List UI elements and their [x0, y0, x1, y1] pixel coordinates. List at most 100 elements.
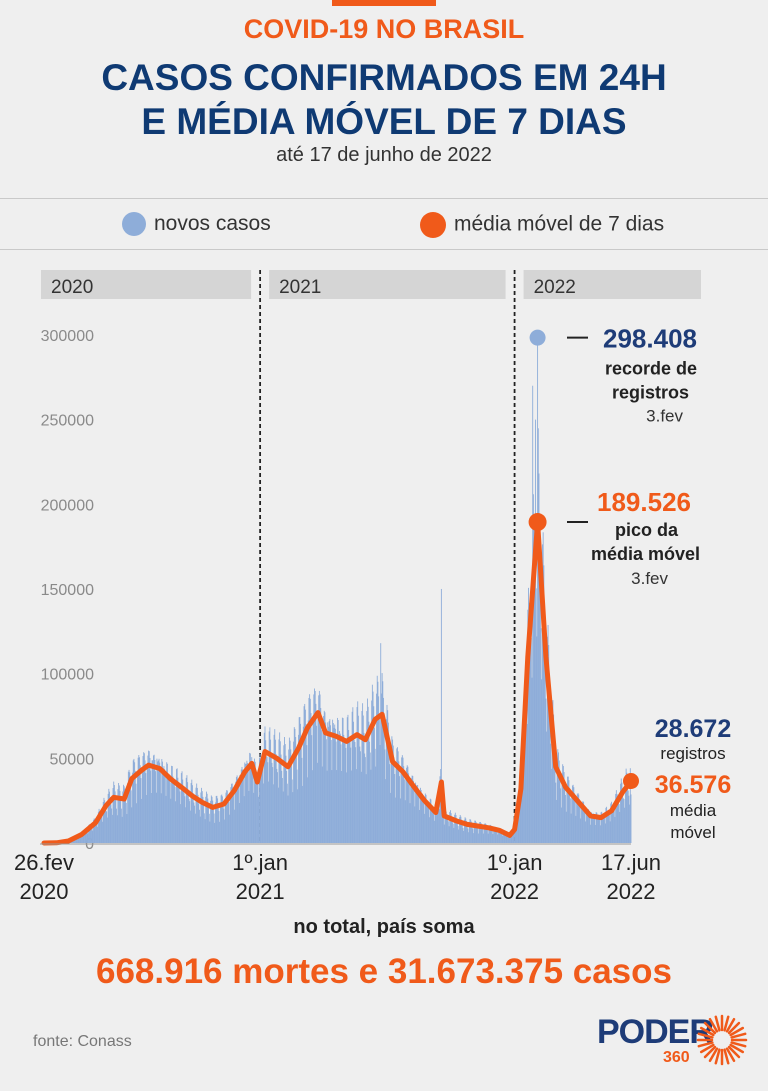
novos-casos-bar [285, 755, 287, 843]
novos-casos-bar [372, 691, 374, 843]
novos-casos-bar [415, 785, 417, 843]
x-tick-label: 1º.jan [232, 850, 288, 875]
novos-casos-bar [284, 744, 286, 843]
novos-casos-bar [562, 764, 564, 843]
novos-casos-bar [560, 788, 562, 843]
novos-casos-bar [496, 830, 498, 843]
novos-casos-bar [544, 609, 546, 843]
novos-casos-bar [410, 777, 412, 843]
novos-casos-bar [219, 802, 221, 843]
novos-casos-bar [79, 834, 81, 843]
novos-casos-bar [197, 794, 199, 843]
novos-casos-bar [193, 802, 195, 843]
novos-casos-bar [170, 798, 172, 843]
novos-casos-bar [405, 773, 407, 843]
novos-casos-bar [415, 782, 417, 843]
novos-casos-bar [465, 818, 467, 843]
kicker: COVID-19 NO BRASIL [243, 14, 525, 44]
novos-casos-bar [590, 812, 592, 843]
novos-casos-bar [558, 752, 559, 843]
novos-casos-bar [106, 811, 108, 843]
novos-casos-bar [478, 824, 480, 843]
novos-casos-bar [524, 716, 526, 843]
novos-casos-bar [505, 832, 506, 843]
novos-casos-bar [469, 819, 471, 843]
novos-casos-bar [491, 827, 493, 843]
novos-casos-bar [228, 801, 230, 843]
novos-casos-bar [397, 747, 398, 843]
novos-casos-bar [498, 829, 500, 843]
novos-casos-bar [580, 818, 582, 843]
novos-casos-bar [182, 779, 184, 843]
novos-casos-bar [371, 700, 373, 843]
novos-casos-bar [196, 783, 198, 843]
novos-casos-bar [439, 776, 441, 843]
novos-casos-bar [159, 762, 161, 843]
novos-casos-bar [629, 804, 631, 843]
novos-casos-bar [582, 801, 584, 843]
novos-casos-bar [127, 783, 129, 843]
novos-casos-bar [166, 762, 168, 843]
novos-casos-bar [86, 830, 88, 843]
total-lead: no total, país soma [293, 916, 475, 938]
novos-casos-bar [207, 798, 209, 843]
novos-casos-bar [588, 811, 590, 843]
novos-casos-bar [425, 794, 427, 843]
novos-casos-bar [188, 798, 190, 843]
novos-casos-bar [493, 827, 495, 843]
novos-casos-bar [155, 771, 156, 843]
novos-casos-bar [346, 772, 348, 843]
novos-casos-bar [505, 832, 507, 843]
novos-casos-bar [198, 803, 200, 843]
novos-casos-bar [201, 787, 203, 843]
year-band-label: 2021 [279, 277, 321, 298]
novos-casos-bar [173, 780, 175, 843]
novos-casos-bar [255, 775, 257, 843]
novos-casos-bar [546, 731, 548, 843]
novos-casos-bar [551, 706, 553, 843]
novos-casos-bar [603, 815, 605, 843]
novos-casos-bar [331, 770, 333, 843]
novos-casos-bar [468, 821, 470, 843]
novos-casos-bar [520, 789, 522, 843]
novos-casos-bar [212, 800, 214, 843]
novos-casos-bar [391, 736, 393, 843]
novos-casos-bar [521, 780, 522, 843]
novos-casos-bar [440, 769, 442, 843]
novos-casos-bar [317, 711, 319, 843]
novos-casos-bar [116, 808, 117, 843]
novos-casos-bar [618, 803, 619, 843]
novos-casos-bar [544, 659, 546, 843]
novos-casos-bar [599, 825, 601, 843]
title-line-2: E MÉDIA MÓVEL DE 7 DIAS [141, 101, 627, 142]
novos-casos-bar [420, 790, 422, 843]
brand-logo-number: 360 [663, 1049, 690, 1066]
novos-casos-bar [438, 808, 440, 843]
novos-casos-bar [222, 801, 224, 843]
novos-casos-bar [158, 758, 160, 843]
novos-casos-bar [464, 817, 466, 843]
novos-casos-bar [552, 700, 554, 843]
novos-casos-bar [251, 761, 253, 843]
last-registros-value: 28.672 [655, 715, 731, 743]
novos-casos-bar [76, 836, 78, 843]
novos-casos-bar [299, 716, 301, 843]
novos-casos-bar [221, 794, 223, 843]
novos-casos-bar [150, 770, 152, 843]
novos-casos-bar [630, 794, 632, 843]
novos-casos-bar [514, 829, 516, 843]
novos-casos-bar [265, 740, 267, 843]
novos-casos-bar [595, 812, 597, 843]
novos-casos-bar [509, 833, 511, 843]
novos-casos-bar [463, 819, 465, 843]
novos-casos-bar [249, 752, 251, 843]
novos-casos-bar [272, 767, 274, 843]
novos-casos-bar [352, 707, 354, 843]
novos-casos-bar [587, 809, 589, 843]
novos-casos-bar [318, 690, 320, 843]
novos-casos-bar [215, 795, 217, 843]
novos-casos-bar [113, 781, 115, 843]
title-line-1: CASOS CONFIRMADOS EM 24H [101, 57, 667, 98]
novos-casos-bar [104, 800, 106, 843]
novos-casos-bar [385, 719, 387, 843]
